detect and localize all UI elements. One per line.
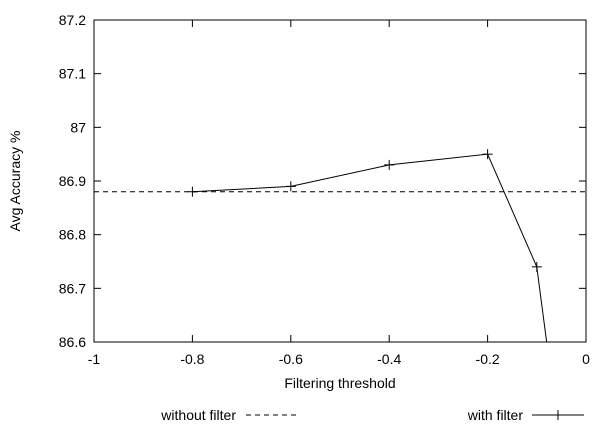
x-tick-label: -0.2 — [476, 351, 500, 367]
data-point-marker — [482, 149, 493, 160]
y-tick-label: 87 — [70, 119, 86, 135]
x-tick-label: -0.4 — [377, 351, 401, 367]
x-tick-label: -0.6 — [279, 351, 303, 367]
x-tick-label: 0 — [582, 351, 590, 367]
x-tick-label: -0.8 — [180, 351, 204, 367]
y-tick-label: 86.8 — [59, 227, 86, 243]
x-axis-ticks: -1 -0.8 -0.6 -0.4 -0.2 0 — [88, 20, 590, 367]
data-point-marker — [531, 261, 542, 272]
y-tick-label: 86.7 — [59, 280, 86, 296]
legend-label-without-filter: without filter — [160, 407, 236, 423]
x-tick-label: -1 — [88, 351, 101, 367]
legend-label-with-filter: with filter — [467, 407, 524, 423]
y-axis-title: Avg Accuracy % — [7, 131, 23, 232]
plot-frame — [93, 19, 587, 343]
series-line-with-filter — [192, 153, 548, 342]
legend-marker-with-filter — [553, 410, 563, 420]
data-point-marker — [187, 186, 198, 197]
series-layer — [94, 149, 586, 342]
y-axis-ticks: 86.6 86.7 86.8 86.9 87 87.1 87.2 — [59, 12, 586, 350]
data-point-marker — [285, 181, 296, 192]
y-tick-label: 86.6 — [59, 334, 86, 350]
data-point-marker — [384, 159, 395, 170]
legend: without filter with filter — [160, 407, 584, 423]
y-tick-label: 87.1 — [59, 66, 86, 82]
x-axis-title: Filtering threshold — [284, 375, 395, 391]
y-tick-label: 86.9 — [59, 173, 86, 189]
y-tick-label: 87.2 — [59, 12, 86, 28]
